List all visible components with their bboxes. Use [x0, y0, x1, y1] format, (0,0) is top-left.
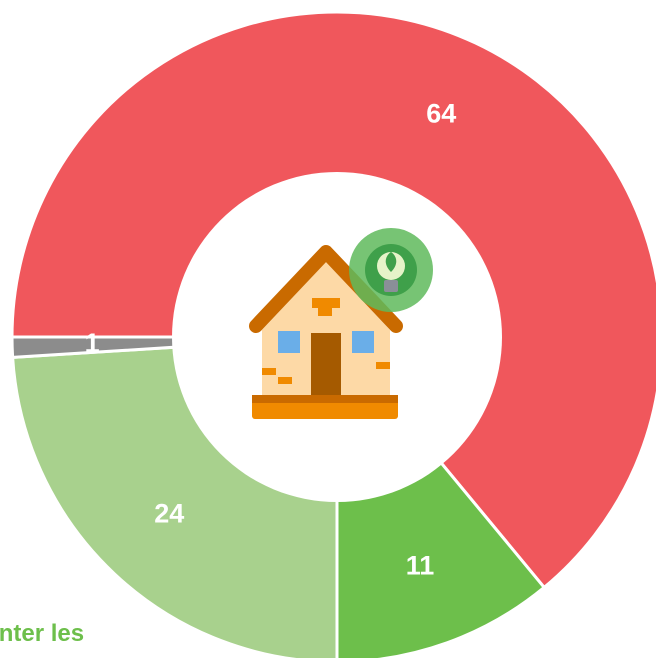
annotation: menter les — [0, 620, 84, 647]
value-label: 11 — [406, 551, 435, 581]
slices — [10, 10, 656, 658]
value-label: 24 — [154, 499, 184, 529]
house-icon — [249, 228, 433, 419]
value-label: 64 — [426, 98, 456, 128]
value-label: 1 — [85, 328, 100, 358]
